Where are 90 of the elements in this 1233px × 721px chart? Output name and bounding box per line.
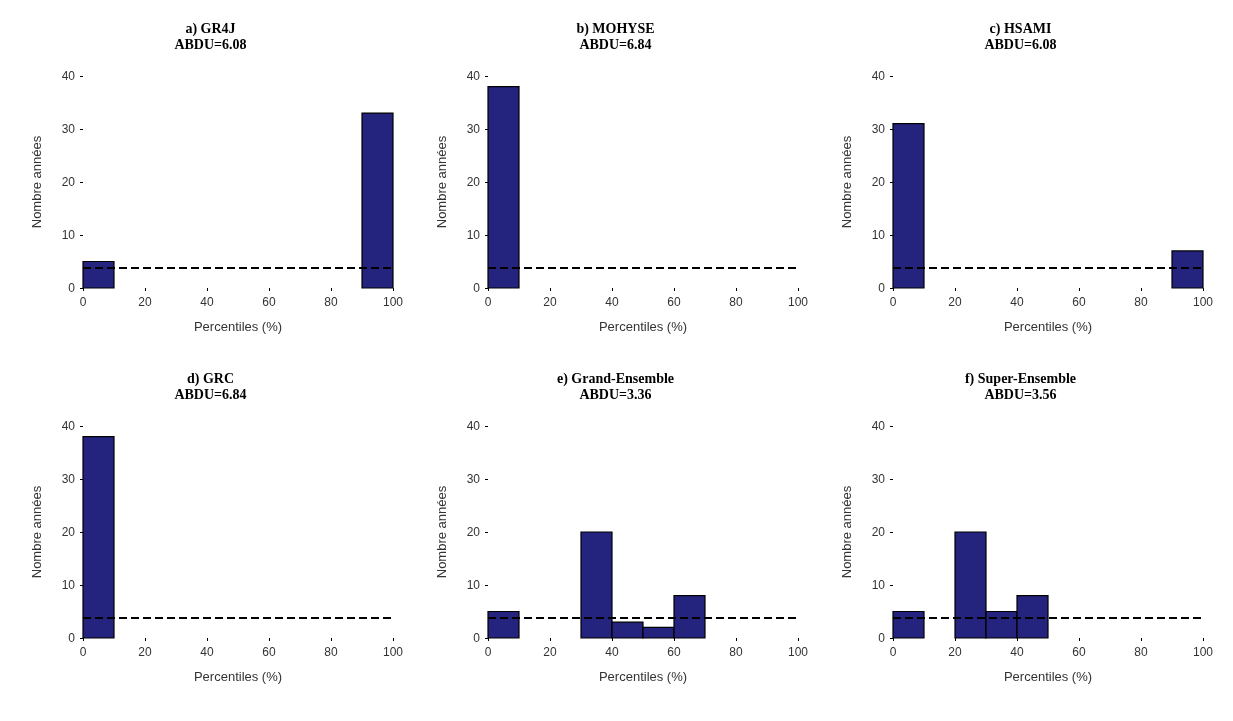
chart-title: d) GRC (186, 370, 235, 387)
chart-title: f) Super-Ensemble (964, 370, 1077, 387)
x-tick-label: 80 (729, 295, 743, 309)
x-tick-label: 20 (948, 295, 962, 309)
y-tick-label: 0 (68, 631, 76, 645)
x-axis-title: Percentiles (%) (193, 319, 283, 334)
x-tick-label: 0 (484, 645, 492, 659)
y-tick-label: 30 (871, 472, 886, 486)
x-axis-title: Percentiles (%) (598, 319, 688, 334)
x-tick-label: 20 (948, 645, 962, 659)
chart-subtitle: ABDU=6.84 (579, 36, 652, 52)
y-tick-label: 30 (61, 472, 76, 486)
y-axis-title: Nombre années (29, 135, 44, 229)
y-tick-label: 30 (466, 472, 481, 486)
y-tick-label: 0 (68, 281, 76, 295)
y-tick-label: 0 (878, 281, 886, 295)
chart-title: b) MOHYSE (576, 20, 655, 37)
x-tick-label: 0 (79, 295, 87, 309)
y-tick-label: 20 (871, 525, 886, 539)
x-axis-title: Percentiles (%) (1003, 319, 1093, 334)
x-tick-label: 40 (200, 645, 214, 659)
x-axis-title: Percentiles (%) (1003, 669, 1093, 684)
y-tick-label: 10 (61, 578, 76, 592)
x-axis-title: Percentiles (%) (598, 669, 688, 684)
x-tick-label: 100 (382, 295, 404, 309)
y-tick-label: 0 (473, 631, 481, 645)
chart-title: c) HSAMI (989, 20, 1052, 37)
x-tick-label: 60 (667, 295, 681, 309)
y-tick-label: 20 (466, 175, 481, 189)
x-tick-label: 100 (787, 295, 809, 309)
x-tick-label: 20 (543, 645, 557, 659)
x-tick-label: 20 (543, 295, 557, 309)
y-tick-label: 20 (61, 525, 76, 539)
y-tick-label: 30 (871, 122, 886, 136)
x-tick-label: 0 (889, 295, 897, 309)
chart-title: a) GR4J (185, 20, 236, 37)
x-tick-label: 40 (1010, 645, 1024, 659)
x-tick-label: 40 (605, 295, 619, 309)
x-tick-label: 100 (787, 645, 809, 659)
x-tick-label: 100 (382, 645, 404, 659)
x-tick-label: 60 (1072, 295, 1086, 309)
x-tick-label: 0 (484, 295, 492, 309)
x-tick-label: 80 (324, 295, 338, 309)
x-tick-label: 20 (138, 645, 152, 659)
y-tick-label: 10 (466, 578, 481, 592)
x-tick-label: 20 (138, 295, 152, 309)
x-tick-label: 80 (1134, 645, 1148, 659)
x-tick-label: 40 (200, 295, 214, 309)
y-tick-label: 40 (466, 419, 481, 433)
x-tick-label: 40 (605, 645, 619, 659)
x-tick-label: 100 (1192, 295, 1214, 309)
y-tick-label: 10 (871, 578, 886, 592)
y-tick-label: 40 (871, 419, 886, 433)
chart-subtitle: ABDU=6.08 (174, 36, 247, 52)
chart-subtitle: ABDU=6.08 (984, 36, 1057, 52)
x-tick-label: 60 (667, 645, 681, 659)
y-tick-label: 20 (466, 525, 481, 539)
y-tick-label: 40 (871, 69, 886, 83)
y-axis-title: Nombre années (434, 485, 449, 579)
x-axis-title: Percentiles (%) (193, 669, 283, 684)
y-axis-title: Nombre années (29, 485, 44, 579)
x-tick-label: 0 (889, 645, 897, 659)
x-tick-label: 100 (1192, 645, 1214, 659)
y-tick-label: 10 (871, 228, 886, 242)
chart-subtitle: ABDU=3.56 (984, 386, 1057, 402)
chart-subtitle: ABDU=3.36 (579, 386, 652, 402)
y-axis-title: Nombre années (434, 135, 449, 229)
y-tick-label: 40 (61, 69, 76, 83)
chart-subtitle: ABDU=6.84 (174, 386, 247, 402)
y-tick-label: 40 (466, 69, 481, 83)
x-tick-label: 60 (262, 295, 276, 309)
chart-title: e) Grand-Ensemble (556, 370, 675, 387)
y-tick-label: 10 (61, 228, 76, 242)
y-tick-label: 30 (466, 122, 481, 136)
y-tick-label: 0 (878, 631, 886, 645)
y-tick-label: 20 (61, 175, 76, 189)
y-axis-title: Nombre années (839, 135, 854, 229)
x-tick-label: 40 (1010, 295, 1024, 309)
x-tick-label: 80 (729, 645, 743, 659)
x-tick-label: 60 (1072, 645, 1086, 659)
y-tick-label: 20 (871, 175, 886, 189)
x-tick-label: 0 (79, 645, 87, 659)
x-tick-label: 80 (1134, 295, 1148, 309)
x-tick-label: 60 (262, 645, 276, 659)
y-tick-label: 40 (61, 419, 76, 433)
y-tick-label: 0 (473, 281, 481, 295)
x-tick-label: 80 (324, 645, 338, 659)
y-tick-label: 10 (466, 228, 481, 242)
y-tick-label: 30 (61, 122, 76, 136)
y-axis-title: Nombre années (839, 485, 854, 579)
